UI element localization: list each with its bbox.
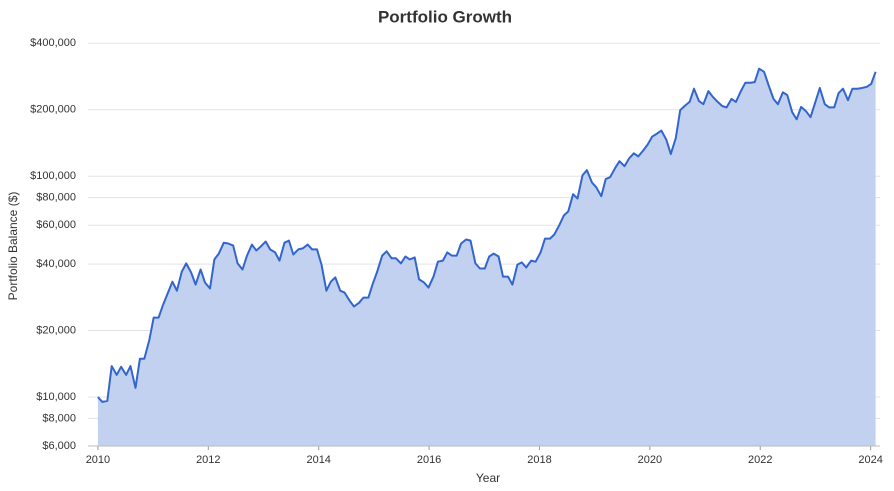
y-tick-label: $100,000 (30, 170, 76, 182)
y-tick-label: $20,000 (36, 324, 76, 336)
y-axis-label: Portfolio Balance ($) (6, 192, 20, 301)
area-fill (97, 68, 876, 446)
chart-title: Portfolio Growth (378, 7, 512, 26)
x-tick-label: 2024 (858, 454, 882, 466)
y-tick-label: $10,000 (36, 391, 76, 403)
y-tick-label: $6,000 (42, 440, 76, 452)
x-tick-label: 2018 (527, 454, 551, 466)
y-tick-label: $400,000 (30, 37, 76, 49)
x-tick-label: 2012 (196, 454, 220, 466)
y-tick-label: $8,000 (42, 412, 76, 424)
x-tick-label: 2014 (306, 454, 330, 466)
x-axis-label: Year (476, 471, 500, 485)
y-tick-label: $80,000 (36, 192, 76, 204)
y-tick-label: $60,000 (36, 219, 76, 231)
x-tick-label: 2016 (417, 454, 441, 466)
x-tick-label: 2020 (638, 454, 662, 466)
x-tick-label: 2022 (748, 454, 772, 466)
y-tick-label: $200,000 (30, 104, 76, 116)
x-tick-label: 2010 (86, 454, 110, 466)
y-tick-label: $40,000 (36, 258, 76, 270)
line (97, 67, 877, 403)
